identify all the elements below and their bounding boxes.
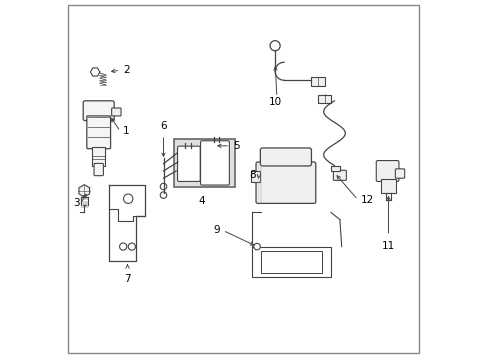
Text: 1: 1	[123, 126, 129, 136]
Text: 11: 11	[381, 241, 394, 251]
Text: 12: 12	[360, 195, 373, 205]
Text: 10: 10	[268, 97, 281, 107]
Circle shape	[120, 243, 126, 250]
FancyBboxPatch shape	[111, 108, 121, 116]
Circle shape	[269, 41, 280, 51]
FancyBboxPatch shape	[177, 146, 200, 181]
FancyBboxPatch shape	[87, 116, 110, 149]
FancyBboxPatch shape	[200, 141, 229, 185]
FancyBboxPatch shape	[375, 161, 398, 181]
FancyBboxPatch shape	[260, 148, 311, 166]
Bar	[330, 166, 339, 171]
Bar	[174, 139, 235, 187]
Bar	[381, 179, 395, 193]
Text: 6: 6	[160, 121, 166, 131]
Text: 5: 5	[232, 141, 239, 151]
FancyBboxPatch shape	[83, 101, 114, 121]
Text: 7: 7	[124, 274, 131, 284]
Circle shape	[253, 243, 260, 250]
Circle shape	[128, 243, 135, 250]
Text: 3: 3	[73, 198, 80, 208]
Bar	[251, 247, 330, 277]
Bar	[92, 147, 105, 166]
Bar	[318, 95, 330, 103]
Polygon shape	[79, 185, 89, 197]
FancyBboxPatch shape	[394, 169, 404, 178]
Circle shape	[160, 192, 166, 198]
Text: 8: 8	[249, 170, 256, 180]
Text: 9: 9	[213, 225, 220, 235]
Text: 2: 2	[123, 65, 129, 75]
Text: 4: 4	[198, 196, 204, 206]
FancyBboxPatch shape	[333, 170, 346, 180]
Bar	[260, 251, 321, 273]
FancyBboxPatch shape	[256, 162, 315, 203]
Bar	[310, 77, 324, 86]
Circle shape	[123, 194, 133, 203]
Bar	[250, 171, 259, 182]
FancyBboxPatch shape	[94, 163, 103, 176]
Circle shape	[160, 183, 166, 190]
